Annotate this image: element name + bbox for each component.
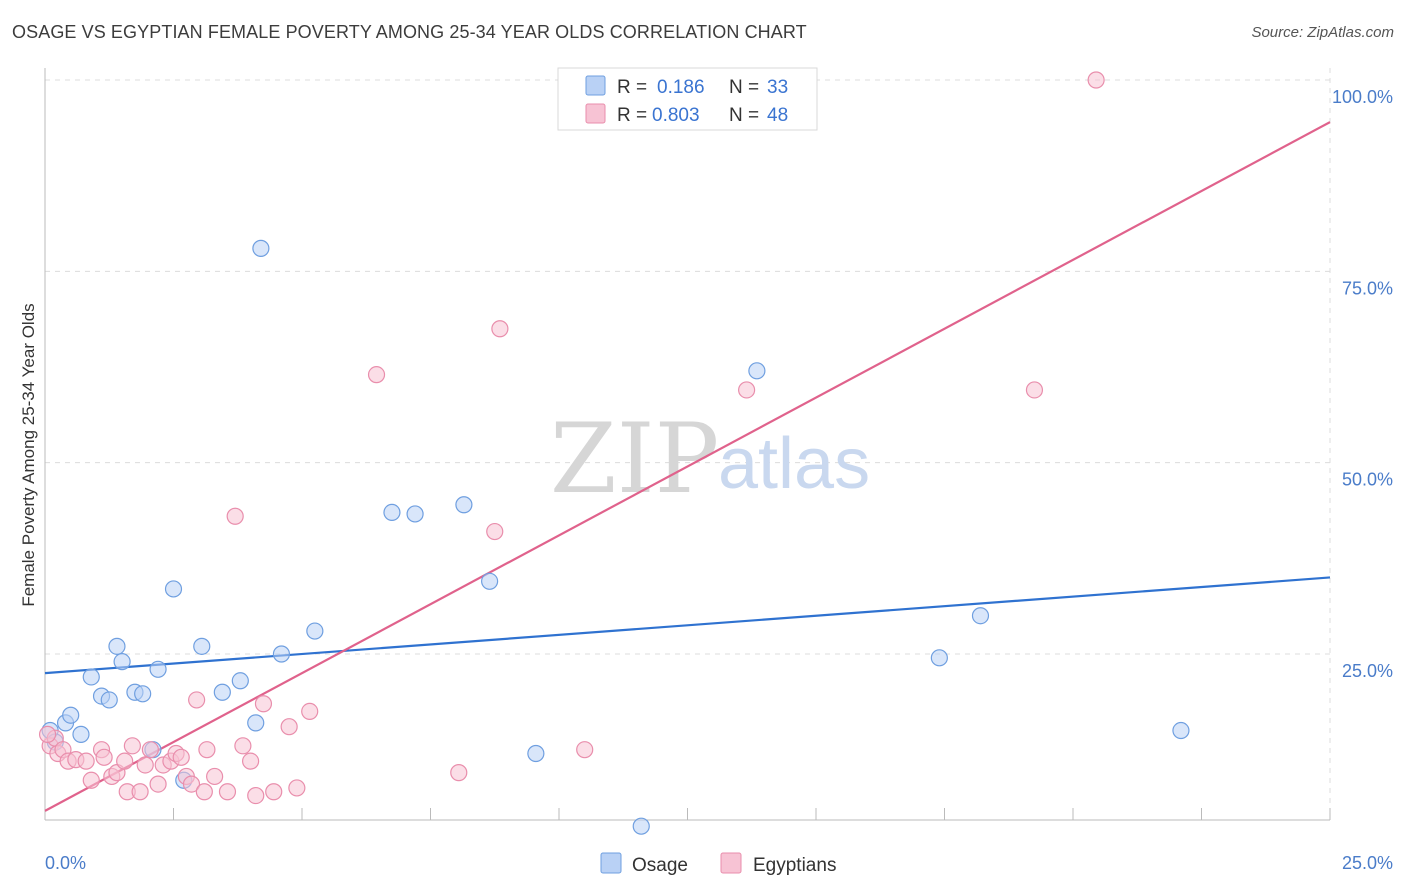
series-legend: Osage Egyptians <box>600 852 836 876</box>
osage-point <box>1172 721 1190 740</box>
y-tick-label: 75.0% <box>1342 278 1393 298</box>
egyptians-point <box>242 752 260 770</box>
y-tick-label: 100.0% <box>1332 87 1393 107</box>
chart-source: Source: ZipAtlas.com <box>1251 24 1394 41</box>
egyptians-point <box>450 764 468 782</box>
stats-legend: R = 0.186 N = 33 R = 0.803 N = 48 <box>557 67 818 131</box>
egyptians-point <box>486 522 504 541</box>
egyptians-point <box>77 752 95 770</box>
y-tick-label: 25.0% <box>1342 661 1393 681</box>
egyptians-point <box>738 381 756 399</box>
egyptians-swatch <box>585 103 606 124</box>
watermark-zip: ZIP <box>550 403 719 515</box>
egyptians-point <box>123 737 141 755</box>
egyptians-point <box>280 718 298 736</box>
osage-point <box>193 637 211 655</box>
egyptians-trend-line <box>44 121 1331 812</box>
x-tick-label-max: 25.0% <box>1342 853 1393 873</box>
egyptians-point <box>195 783 213 801</box>
egyptians-point <box>301 702 319 720</box>
egyptians-point <box>172 748 190 766</box>
egyptians-r-label: R = <box>617 105 647 126</box>
osage-point <box>100 691 118 709</box>
egyptians-point <box>218 783 237 801</box>
chart-title: OSAGE VS EGYPTIAN FEMALE POVERTY AMONG 2… <box>12 22 807 42</box>
osage-point <box>272 645 291 663</box>
egyptians-point <box>188 691 206 709</box>
egyptians-point <box>131 783 149 801</box>
osage-swatch <box>585 75 606 96</box>
osage-r-value: 0.186 <box>657 77 705 98</box>
y-axis-title: Female Poverty Among 25-34 Year Olds <box>19 303 38 606</box>
egyptians-n-label: N = <box>729 105 759 126</box>
egyptians-point <box>226 507 244 525</box>
osage-r-label: R = <box>617 77 647 98</box>
osage-point <box>632 817 650 835</box>
watermark: ZIP atlas <box>550 403 870 515</box>
osage-point <box>481 572 499 590</box>
egyptians-point <box>116 752 134 770</box>
data-points <box>38 71 1190 835</box>
egyptians-point <box>141 741 159 759</box>
egyptians-point <box>82 771 100 789</box>
egyptians-point <box>95 748 113 766</box>
egyptians-point <box>491 320 509 338</box>
osage-point <box>971 607 990 625</box>
osage-point <box>252 239 270 257</box>
egyptians-point <box>38 725 57 743</box>
osage-point <box>62 706 80 724</box>
egyptians-point <box>288 779 306 797</box>
egyptians-point <box>367 366 386 384</box>
egyptians-point <box>149 775 167 793</box>
osage-point <box>406 505 424 523</box>
egyptians-point <box>254 695 273 713</box>
osage-point <box>134 685 152 703</box>
egyptians-point <box>576 741 594 759</box>
osage-point <box>527 744 545 763</box>
egyptians-point <box>182 775 201 793</box>
axes <box>44 68 1331 821</box>
egyptians-r-value: 0.803 <box>652 105 700 126</box>
legend-osage-swatch <box>600 852 622 874</box>
legend-egyptians-swatch <box>720 852 742 874</box>
tick-labels: 25.0% 50.0% 75.0% 100.0% 0.0% 25.0% <box>45 87 1393 873</box>
egyptians-point <box>247 786 265 805</box>
egyptians-point <box>1025 381 1044 399</box>
osage-point <box>231 672 249 690</box>
egyptians-point <box>1087 71 1105 89</box>
osage-point <box>930 649 948 667</box>
trend-lines <box>44 121 1331 812</box>
osage-point <box>164 580 183 598</box>
egyptians-point <box>136 756 154 774</box>
osage-point <box>748 362 766 380</box>
osage-point <box>113 653 131 671</box>
legend-egyptians-label: Egyptians <box>753 855 836 876</box>
osage-point <box>383 503 401 522</box>
osage-point <box>72 725 90 743</box>
egyptians-n-value: 48 <box>767 105 788 126</box>
x-tick-label-min: 0.0% <box>45 853 86 873</box>
osage-n-value: 33 <box>767 77 788 98</box>
grid <box>45 68 1331 820</box>
egyptians-point <box>206 767 224 786</box>
osage-point <box>247 714 265 732</box>
osage-point <box>149 660 167 678</box>
egyptians-point <box>234 737 252 755</box>
osage-point <box>108 637 126 655</box>
osage-point <box>306 622 324 640</box>
legend-osage-label: Osage <box>632 855 688 876</box>
osage-n-label: N = <box>729 77 759 98</box>
osage-point <box>455 496 473 514</box>
osage-point <box>82 668 100 686</box>
osage-point <box>213 683 231 701</box>
egyptians-point <box>265 783 283 801</box>
watermark-atlas: atlas <box>718 424 870 504</box>
egyptians-point <box>198 741 216 759</box>
osage-trend-line <box>44 576 1331 675</box>
y-tick-label: 50.0% <box>1342 470 1393 490</box>
